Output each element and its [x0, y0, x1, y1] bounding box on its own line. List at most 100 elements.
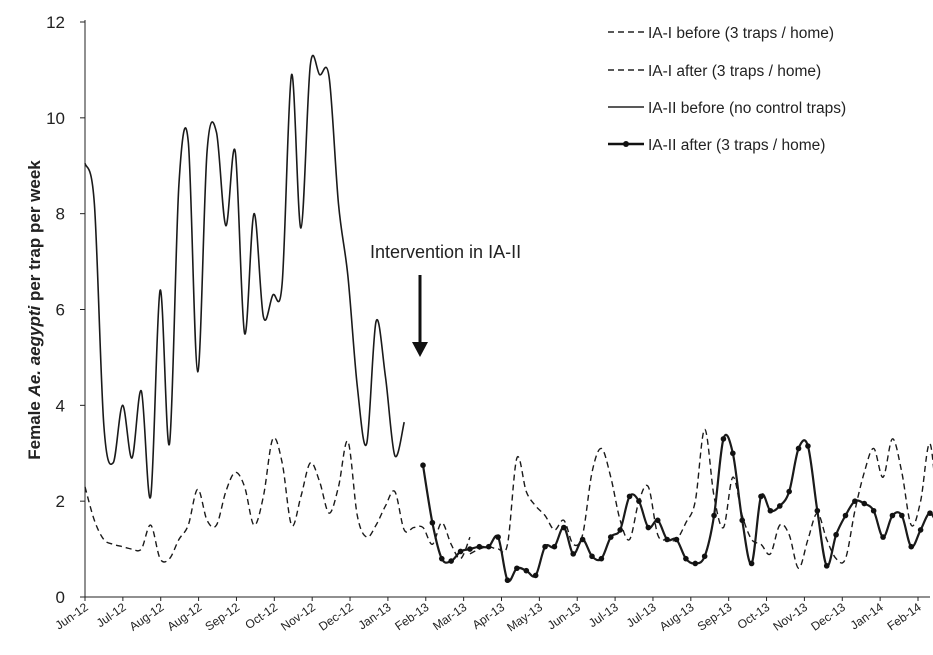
series-point — [861, 500, 868, 507]
series-point — [523, 567, 530, 574]
series-line-4 — [421, 433, 933, 583]
x-tick-label: Jul-12 — [94, 600, 129, 630]
x-tick-label: Dec-12 — [316, 600, 356, 634]
x-tick-label: Sep-13 — [695, 600, 735, 634]
legend-label-ia1-after: IA-I after (3 traps / home) — [648, 63, 821, 80]
series-point — [786, 488, 792, 495]
y-tick-label: 4 — [56, 396, 65, 415]
x-tick-label: Sep-12 — [202, 600, 242, 634]
series-point — [842, 512, 849, 519]
x-tick-label: Mar-13 — [430, 600, 469, 633]
series-point — [636, 498, 642, 504]
y-tick-label: 2 — [56, 492, 65, 511]
series-line-2 — [469, 428, 933, 569]
series-point — [429, 519, 436, 526]
series-point — [880, 534, 886, 540]
svg-text:Female Ae. aegypti per trap pe: Female Ae. aegypti per trap per week — [25, 160, 44, 460]
y-tick-label: 6 — [56, 301, 65, 320]
series-point — [467, 546, 473, 552]
series-point — [814, 507, 821, 514]
series-line-3 — [84, 54, 405, 499]
series-point — [758, 493, 764, 500]
x-tick-label: Dec-13 — [808, 600, 848, 634]
series-point — [561, 524, 567, 531]
series-point — [598, 555, 605, 562]
series-point — [748, 560, 755, 567]
x-tick-label: Nov-13 — [770, 600, 810, 634]
series-point — [899, 512, 905, 519]
series-point — [776, 503, 783, 509]
series-point — [579, 536, 586, 543]
series-layer — [84, 54, 933, 584]
x-tick-label: Jan-13 — [356, 600, 394, 633]
series-point — [711, 512, 717, 519]
y-axis-label-part-1: Female — [25, 396, 44, 459]
y-tick-label: 0 — [56, 588, 65, 607]
series-point — [889, 512, 896, 519]
series-point — [570, 551, 577, 557]
series-point — [805, 443, 811, 449]
series-point — [504, 577, 511, 584]
x-tick-label: Jun-13 — [545, 600, 583, 633]
series-point — [607, 534, 614, 540]
intervention-label: Intervention in IA-II — [370, 242, 521, 262]
legend-label-ia1-before: IA-I before (3 traps / home) — [648, 25, 834, 42]
series-point — [532, 572, 539, 579]
y-axis-label-species: Ae. aegypti — [25, 304, 44, 397]
series-point — [457, 548, 464, 555]
x-tick-label: Jul-13 — [624, 600, 659, 630]
series-point — [654, 517, 661, 524]
series-point — [485, 543, 492, 550]
y-axis: 0 2 4 6 8 10 12 — [46, 13, 86, 607]
y-axis-label-part-3: per trap per week — [25, 160, 44, 306]
x-tick-label: Apr-13 — [470, 600, 508, 632]
series-point — [664, 536, 670, 543]
x-tick-label: May-13 — [504, 600, 545, 635]
series-point — [617, 527, 623, 533]
series-point — [852, 498, 858, 504]
series-point — [917, 527, 924, 533]
series-point — [767, 507, 774, 514]
series-point — [542, 543, 548, 550]
series-point — [795, 445, 802, 452]
series-point — [692, 560, 699, 567]
x-tick-label: Nov-12 — [278, 600, 318, 634]
legend-label-ia2-before: IA-II before (no control traps) — [648, 100, 846, 117]
series-point — [701, 553, 708, 560]
series-point — [730, 450, 736, 457]
x-tick-label: Oct-12 — [243, 600, 281, 632]
series-point — [908, 543, 915, 550]
x-tick-label: Aug-13 — [657, 600, 697, 634]
series-point — [589, 553, 595, 560]
intervention-annotation: Intervention in IA-II — [370, 242, 521, 357]
legend-label-ia2-after: IA-II after (3 traps / home) — [648, 137, 825, 154]
x-tick-label: Oct-13 — [735, 600, 773, 632]
x-tick-label: Feb-13 — [392, 600, 431, 633]
intervention-arrow-head — [412, 342, 428, 357]
series-point — [476, 543, 483, 550]
y-tick-label: 12 — [46, 13, 65, 32]
series-point — [739, 517, 746, 524]
legend-item-ia1-after: IA-I after (3 traps / home) — [608, 63, 821, 80]
series-point — [673, 536, 680, 543]
series-point — [626, 493, 633, 500]
series-point — [823, 563, 830, 569]
y-tick-label: 10 — [46, 109, 65, 128]
legend: IA-I before (3 traps / home) IA-I after … — [608, 25, 846, 154]
x-tick-label: Aug-12 — [127, 600, 167, 634]
legend-item-ia2-before: IA-II before (no control traps) — [608, 100, 846, 117]
x-tick-label: Aug-12 — [165, 600, 205, 634]
series-point — [495, 534, 501, 540]
series-point — [438, 555, 445, 562]
legend-item-ia1-before: IA-I before (3 traps / home) — [608, 25, 834, 42]
series-point — [551, 543, 558, 550]
legend-item-ia2-after: IA-II after (3 traps / home) — [608, 137, 825, 154]
series-point — [870, 507, 877, 514]
series-line-1 — [84, 437, 471, 563]
x-tick-label: Jan-14 — [848, 600, 886, 633]
x-tick-label: Feb-14 — [885, 600, 924, 633]
legend-swatch-marker — [623, 141, 629, 147]
series-point — [833, 531, 839, 538]
